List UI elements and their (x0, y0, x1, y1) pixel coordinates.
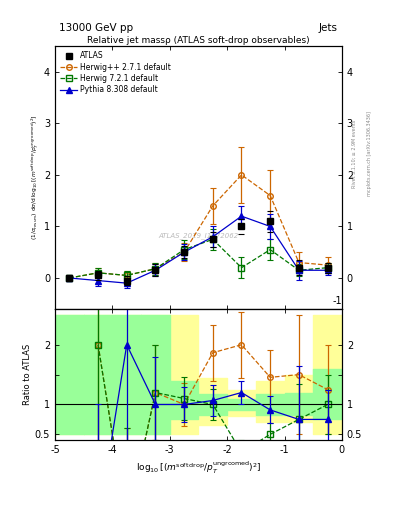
Text: ATLAS_2019_I1772062: ATLAS_2019_I1772062 (158, 232, 239, 239)
Title: Relative jet massρ (ATLAS soft-drop observables): Relative jet massρ (ATLAS soft-drop obse… (87, 36, 310, 45)
Text: 13000 GeV pp: 13000 GeV pp (59, 23, 133, 33)
Text: Jets: Jets (319, 23, 338, 33)
X-axis label: $\log_{10}[(m^{\mathrm{soft\,drop}}/p_T^{\mathrm{ungroomed}})^2]$: $\log_{10}[(m^{\mathrm{soft\,drop}}/p_T^… (136, 459, 261, 476)
Legend: ATLAS, Herwig++ 2.7.1 default, Herwig 7.2.1 default, Pythia 8.308 default: ATLAS, Herwig++ 2.7.1 default, Herwig 7.… (59, 50, 173, 96)
Text: Rivet 3.1.10; ≥ 2.9M events: Rivet 3.1.10; ≥ 2.9M events (352, 119, 357, 188)
Text: mcplots.cern.ch [arXiv:1306.3436]: mcplots.cern.ch [arXiv:1306.3436] (367, 111, 373, 196)
Y-axis label: Ratio to ATLAS: Ratio to ATLAS (23, 344, 32, 405)
Text: -1: -1 (332, 296, 342, 306)
Y-axis label: $(1/\sigma_\mathrm{resum})\ \mathrm{d}\sigma/\mathrm{d}\,\log_{10}[(m^\mathrm{so: $(1/\sigma_\mathrm{resum})\ \mathrm{d}\s… (30, 115, 41, 240)
